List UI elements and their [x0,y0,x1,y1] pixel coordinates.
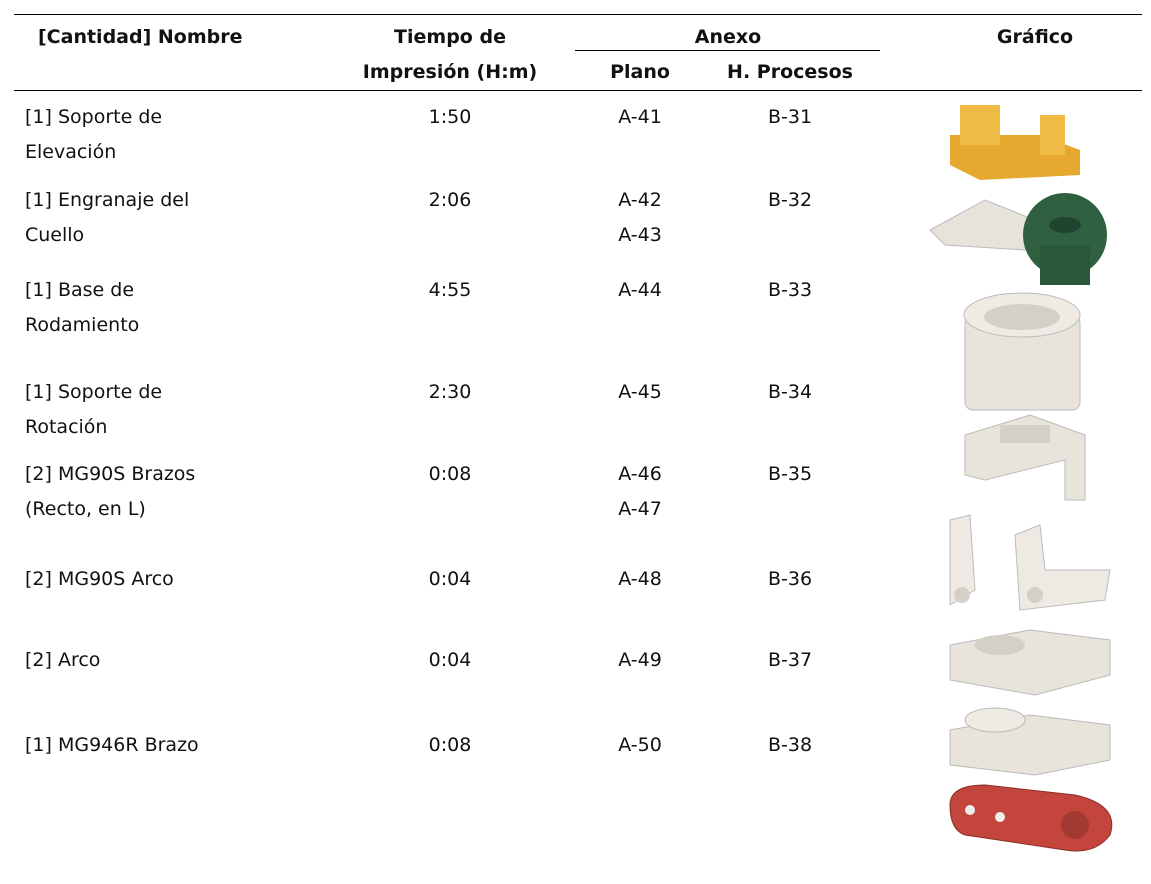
row-plano: A-49 [618,649,662,671]
row-procesos: B-38 [767,734,813,756]
row-name: [1] Soporte de [25,381,163,403]
row-procesos: B-35 [767,463,813,485]
header-time: Tiempo de [394,26,506,48]
row-procesos: B-32 [767,189,813,211]
row-plano: A-43 [618,224,662,246]
row-time: 2:06 [428,189,472,211]
row-procesos: B-37 [767,649,813,671]
row-plano: A-45 [618,381,662,403]
part-image [949,629,1111,696]
header-procesos: H. Procesos [727,61,853,83]
row-name: [2] MG90S Arco [25,568,174,590]
row-name: [1] MG946R Brazo [25,734,199,756]
row-name: [2] MG90S Brazos [25,463,196,485]
row-time: 1:50 [428,106,472,128]
header-time: Impresión (H:m) [362,61,538,83]
part-image [929,193,1107,285]
part-image [950,105,1080,180]
row-time: 0:08 [428,463,472,485]
annex-rule [575,50,880,51]
row-plano: A-47 [618,498,662,520]
header-plano: Plano [610,61,670,83]
row-name: Elevación [25,141,117,163]
row-name: [2] Arco [25,649,101,671]
row-plano: A-50 [618,734,662,756]
row-time: 0:08 [428,734,472,756]
row-time: 0:04 [428,649,472,671]
row-plano: A-44 [618,279,662,301]
part-image [949,784,1113,852]
top-rule [14,14,1142,15]
part-image [949,707,1111,776]
row-plano: A-46 [618,463,662,485]
row-time: 0:04 [428,568,472,590]
part-image [963,292,1081,411]
row-name: [1] Engranaje del [25,189,190,211]
header-name: [Cantidad] Nombre [38,26,243,48]
part-image [949,514,1111,611]
part-image [964,414,1086,501]
row-plano: A-41 [618,106,662,128]
row-name: Cuello [25,224,85,246]
row-name: [1] Soporte de [25,106,163,128]
header-annex: Anexo [694,26,762,48]
row-procesos: B-33 [767,279,813,301]
row-plano: A-42 [618,189,662,211]
row-procesos: B-31 [767,106,813,128]
row-name: (Recto, en L) [25,498,146,520]
row-name: Rodamiento [25,314,140,336]
header-grafico: Gráfico [996,26,1074,48]
row-name: [1] Base de [25,279,135,301]
row-procesos: B-36 [767,568,813,590]
row-time: 4:55 [428,279,472,301]
row-plano: A-48 [618,568,662,590]
row-procesos: B-34 [767,381,813,403]
row-name: Rotación [25,416,108,438]
row-time: 2:30 [428,381,472,403]
header-rule [14,90,1142,91]
